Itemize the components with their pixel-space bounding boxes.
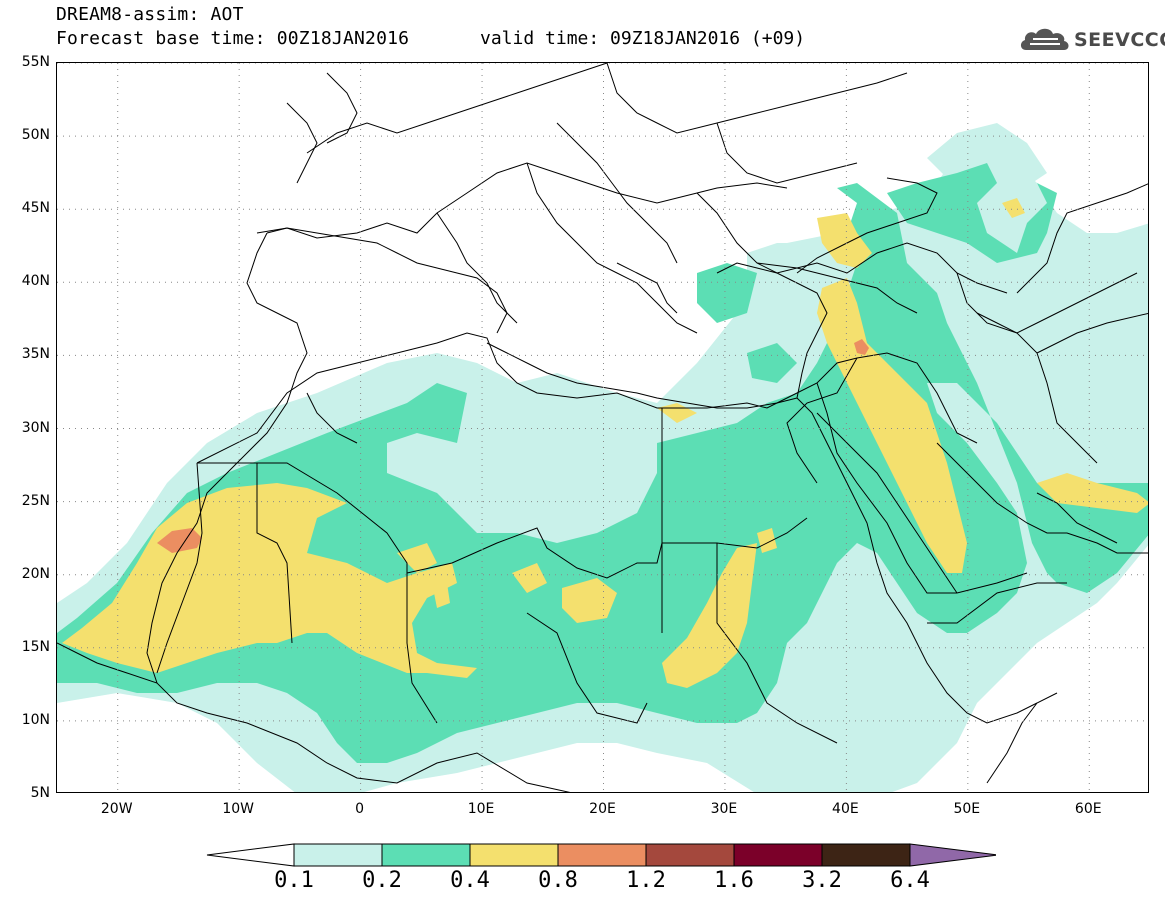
colorbar-label: 1.6 xyxy=(714,868,754,893)
cloud-icon xyxy=(1020,28,1069,50)
colorbar-low-arrow xyxy=(206,843,295,867)
colorbar-segment xyxy=(821,843,911,867)
map-title: DREAM8-assim: AOT xyxy=(56,4,244,25)
lat-label: 5N xyxy=(30,785,50,801)
colorbar-label: 3.2 xyxy=(802,868,842,893)
lon-label: 50E xyxy=(953,801,981,817)
valid-time: valid time: 09Z18JAN2016 (+09) xyxy=(480,28,806,49)
colorbar-segment xyxy=(469,843,559,867)
aot-map xyxy=(57,63,1148,792)
lat-label: 30N xyxy=(21,419,50,436)
colorbar xyxy=(206,843,996,867)
colorbar-segment xyxy=(557,843,647,867)
lat-label: 35N xyxy=(21,346,50,363)
colorbar-segment xyxy=(645,843,735,867)
colorbar-segment xyxy=(381,843,471,867)
lat-label: 50N xyxy=(21,127,50,144)
coastlines xyxy=(57,72,1148,792)
forecast-base-time: Forecast base time: 00Z18JAN2016 xyxy=(56,28,410,49)
lon-label: 60E xyxy=(1074,801,1102,817)
lat-label: 55N xyxy=(21,54,50,70)
lon-label: 30E xyxy=(710,801,738,817)
lat-label: 10N xyxy=(21,711,50,728)
map-area[interactable] xyxy=(56,62,1149,793)
logo-text: SEEVCCC xyxy=(1074,29,1165,51)
colorbar-label: 1.2 xyxy=(626,868,666,893)
lat-label: 45N xyxy=(21,200,50,217)
colorbar-label: 0.2 xyxy=(362,868,402,893)
lon-label: 10E xyxy=(467,801,495,817)
aot-level-4 xyxy=(157,339,869,553)
lat-lon-grid xyxy=(57,63,1148,792)
lon-label: 0 xyxy=(355,801,365,817)
colorbar-label: 0.1 xyxy=(274,868,314,893)
colorbar-label: 6.4 xyxy=(890,868,930,893)
colorbar-high-arrow xyxy=(909,843,996,867)
lat-label: 40N xyxy=(21,273,50,290)
lon-label: 10W xyxy=(222,801,254,817)
colorbar-segment xyxy=(733,843,823,867)
lat-label: 25N xyxy=(21,492,50,509)
aot-level-3 xyxy=(62,198,1148,688)
lat-label: 20N xyxy=(21,565,50,582)
colorbar-segment xyxy=(293,843,383,867)
colorbar-label: 0.8 xyxy=(538,868,578,893)
lat-label: 15N xyxy=(21,638,50,655)
seevccc-logo: SEEVCCC xyxy=(1018,24,1165,56)
lon-label: 20W xyxy=(100,801,133,817)
colorbar-label: 0.4 xyxy=(450,868,490,893)
lon-label: 20E xyxy=(589,801,616,817)
lon-label: 40E xyxy=(832,801,859,817)
